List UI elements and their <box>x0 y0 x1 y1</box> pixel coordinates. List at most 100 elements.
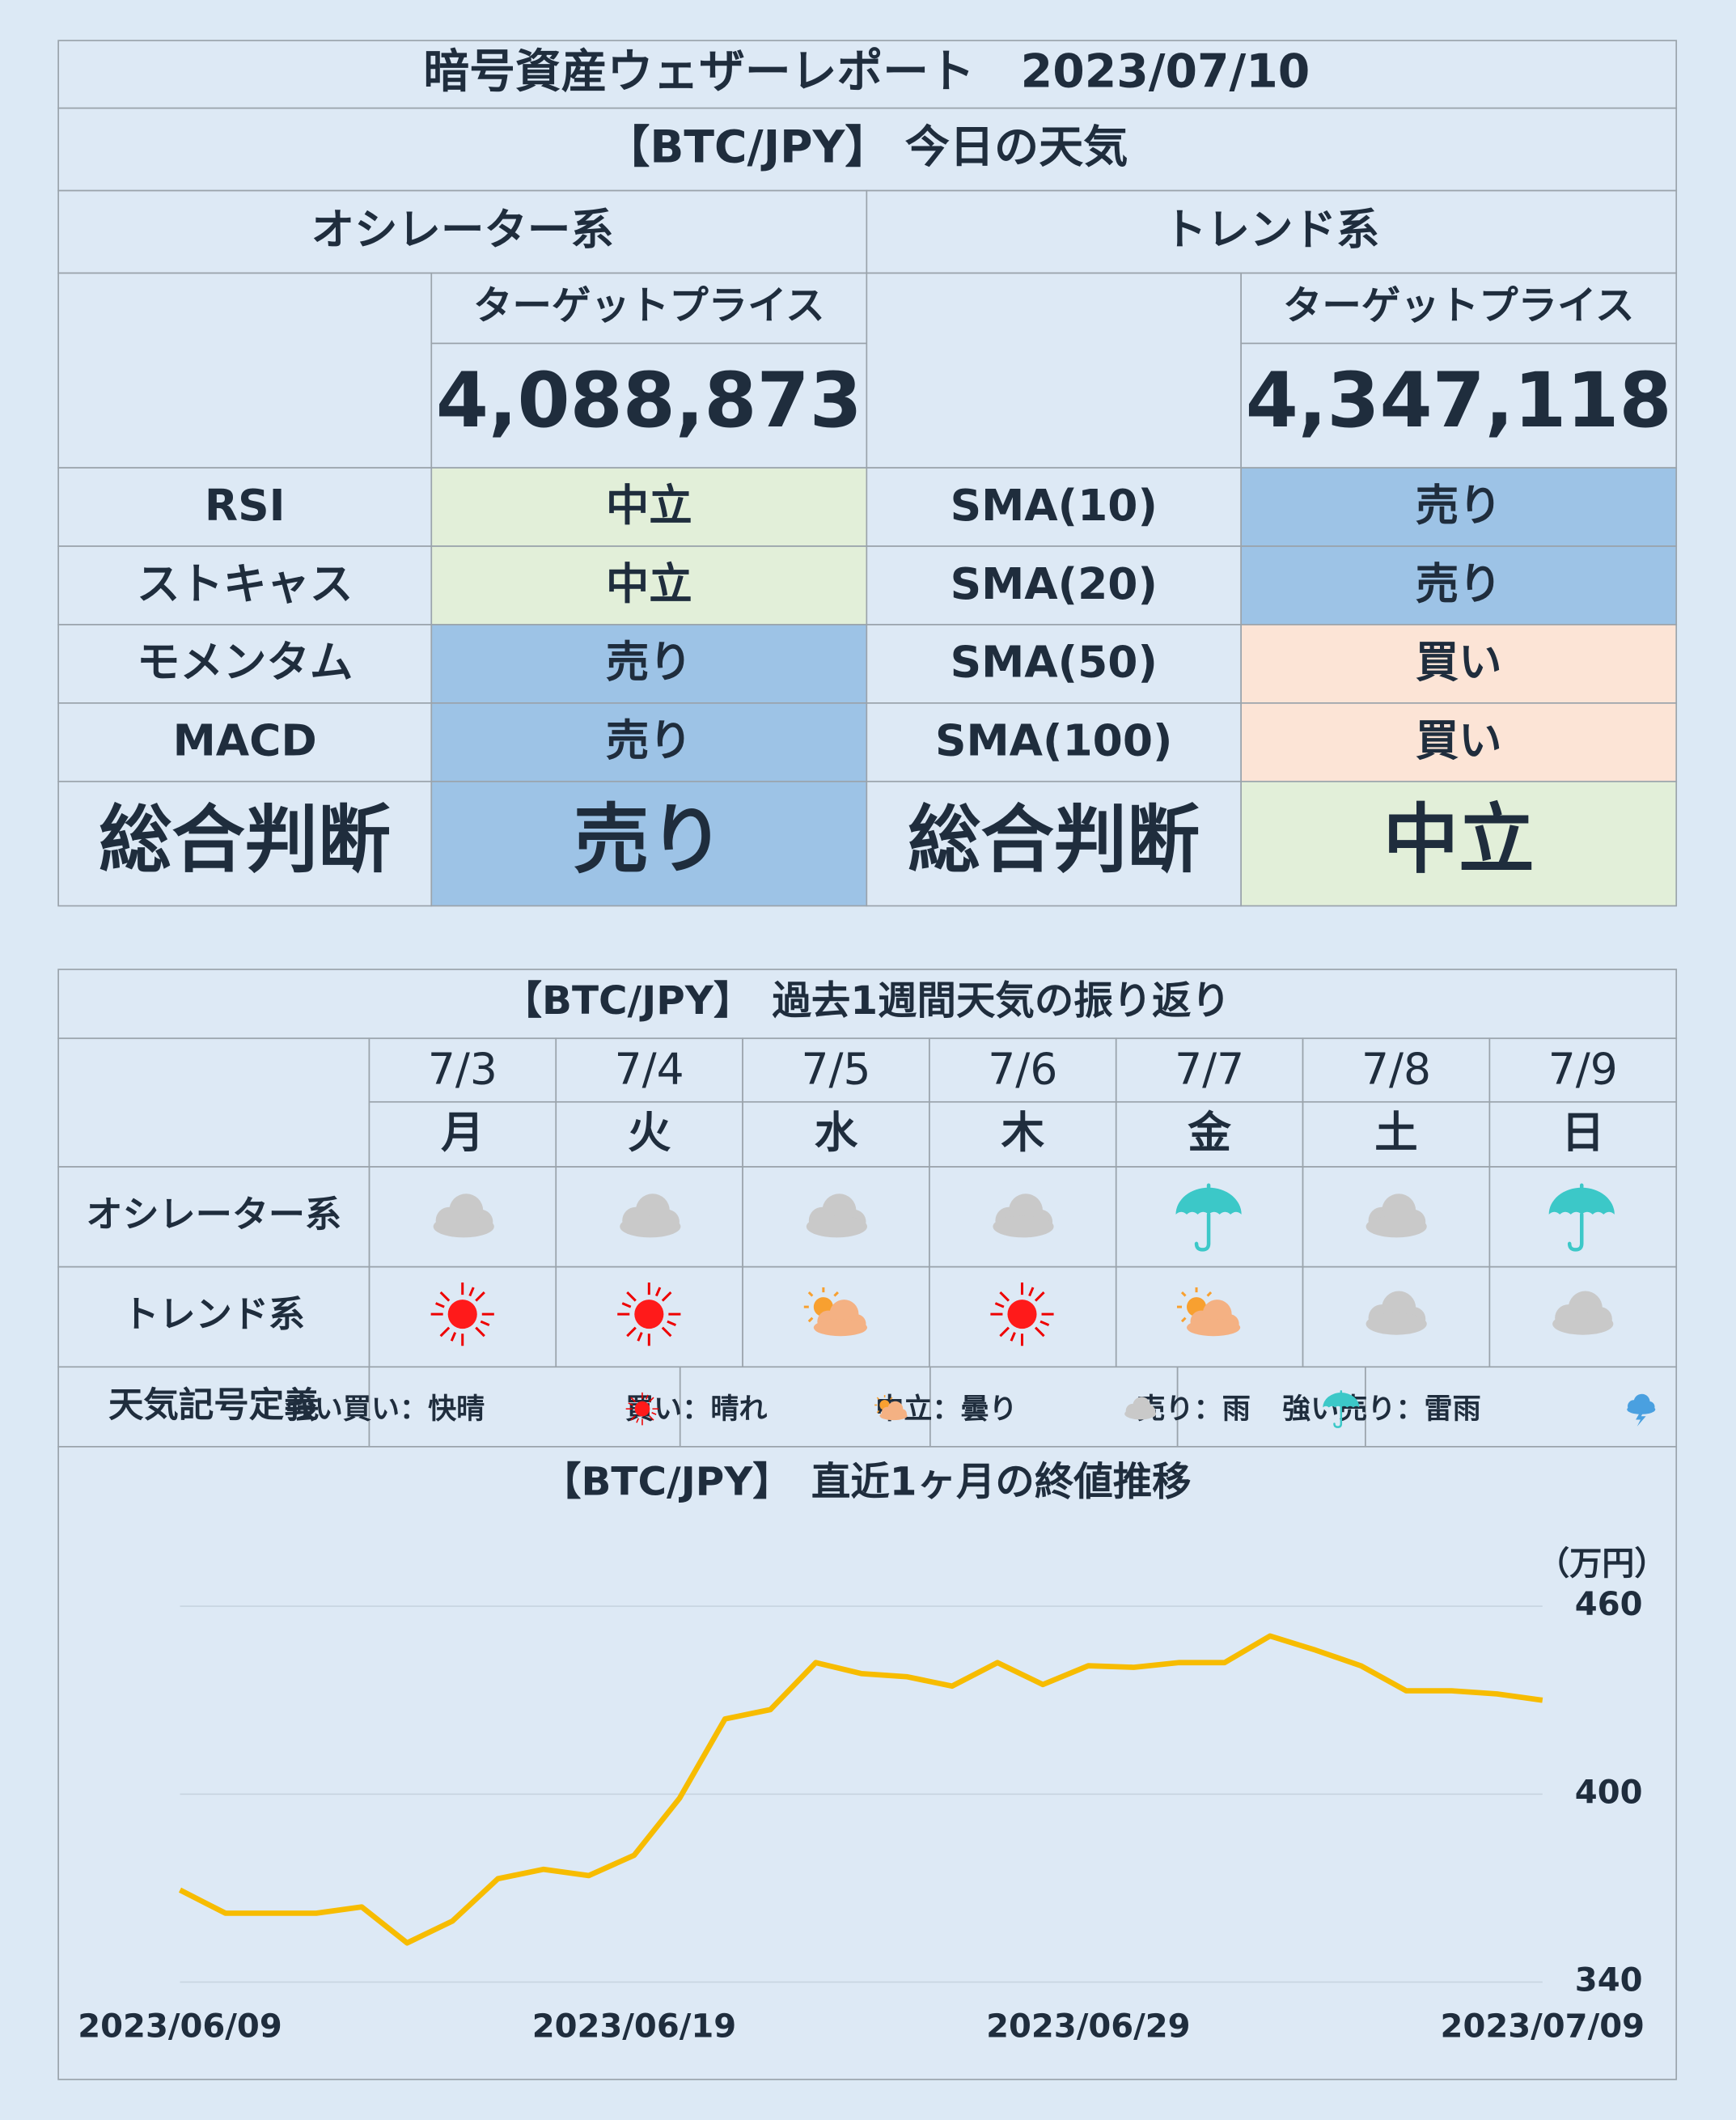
unit-label: （万円） <box>1537 1545 1666 1583</box>
cell <box>57 1037 370 1168</box>
cell <box>1365 1366 1678 1448</box>
cell <box>57 702 433 782</box>
indicator-signal: 売り <box>606 637 692 688</box>
legend-label: 天気記号定義 <box>108 1385 320 1426</box>
cell <box>57 1266 370 1368</box>
day-weekday: 日 <box>1561 1107 1604 1158</box>
week-title: 【BTC/JPY】 過去1週間天気の振り返り <box>503 978 1230 1024</box>
cell <box>57 189 868 274</box>
cell <box>57 272 433 469</box>
cell <box>1240 624 1678 704</box>
day-weekday: 水 <box>815 1107 858 1158</box>
overall-signal: 中立 <box>1383 796 1535 884</box>
cell <box>430 702 868 782</box>
indicator-name: モメンタム <box>137 637 353 688</box>
indicator-name: RSI <box>205 480 286 531</box>
indicator-signal: 売り <box>1416 558 1502 609</box>
day-date: 7/6 <box>988 1044 1057 1095</box>
y-tick-label: 340 <box>1575 1962 1643 1999</box>
day-date: 7/4 <box>615 1044 684 1095</box>
x-tick-label: 2023/06/19 <box>532 2008 736 2045</box>
indicator-signal: 買い <box>1416 715 1502 766</box>
cell <box>866 545 1243 625</box>
cell <box>1488 1037 1678 1103</box>
cell <box>430 780 868 907</box>
cell <box>57 1446 1678 2080</box>
day-date: 7/9 <box>1548 1044 1618 1095</box>
cell <box>929 1037 1117 1103</box>
day-date: 7/7 <box>1175 1044 1244 1095</box>
overall-signal: 売り <box>574 796 725 884</box>
price-line <box>178 1633 1543 1946</box>
cell <box>866 272 1243 469</box>
cell <box>430 545 868 625</box>
cell <box>1302 1100 1491 1168</box>
legend-item: 強い売り：雷雨 <box>1282 1393 1481 1426</box>
cell <box>1302 1037 1491 1103</box>
cell <box>1240 780 1678 907</box>
cell <box>866 189 1678 274</box>
cell <box>430 272 868 345</box>
cell <box>57 1166 370 1268</box>
cell <box>1488 1100 1678 1168</box>
cell <box>57 780 433 907</box>
target-price: 4,088,873 <box>436 357 862 445</box>
report-title: 暗号資産ウェザーレポート 2023/07/10 <box>423 45 1310 99</box>
chart-title: 【BTC/JPY】 直近1ヶ月の終値推移 <box>542 1460 1192 1505</box>
indicator-name: SMA(100) <box>935 715 1173 766</box>
cell <box>1176 1366 1366 1448</box>
day-weekday: 金 <box>1187 1107 1231 1158</box>
cell <box>368 1100 557 1168</box>
cell <box>57 624 433 704</box>
section-heading: オシレーター系 <box>311 204 614 255</box>
cell <box>57 107 1678 192</box>
cell <box>866 702 1243 782</box>
overall-label: 総合判断 <box>99 798 391 883</box>
cell <box>1115 1037 1304 1103</box>
cell <box>929 1100 1117 1168</box>
overall-label: 総合判断 <box>908 798 1200 883</box>
cell <box>368 1366 681 1448</box>
day-date: 7/8 <box>1361 1044 1431 1095</box>
subtitle: 【BTC/JPY】 今日の天気 <box>605 122 1128 174</box>
cell <box>57 40 1678 109</box>
indicator-name: SMA(50) <box>951 637 1158 688</box>
section-heading: トレンド系 <box>1163 204 1379 255</box>
cell <box>866 467 1243 547</box>
cell <box>866 624 1243 704</box>
cell <box>1240 467 1678 547</box>
x-tick-label: 2023/06/09 <box>78 2008 282 2045</box>
cell <box>1240 702 1678 782</box>
row-label: オシレーター系 <box>86 1193 341 1236</box>
cell <box>368 1037 557 1103</box>
indicator-signal: 売り <box>606 715 692 766</box>
legend-item: 売り：雨 <box>1137 1393 1251 1426</box>
day-weekday: 土 <box>1374 1107 1417 1158</box>
day-weekday: 月 <box>441 1107 484 1158</box>
cell <box>57 545 433 625</box>
target-label: ターゲットプライス <box>473 283 825 329</box>
x-tick-label: 2023/07/09 <box>1441 2008 1645 2045</box>
cell <box>1240 342 1678 469</box>
target-price: 4,347,118 <box>1246 357 1672 445</box>
target-label: ターゲットプライス <box>1283 283 1635 329</box>
y-tick-label: 400 <box>1575 1774 1643 1811</box>
cell <box>57 969 1678 1040</box>
cell <box>1240 272 1678 345</box>
cell <box>1115 1100 1304 1168</box>
cell <box>430 467 868 547</box>
legend-item: 強い買い：快晴 <box>286 1393 485 1426</box>
y-tick-label: 460 <box>1575 1586 1643 1623</box>
day-date: 7/5 <box>801 1044 870 1095</box>
indicator-signal: 中立 <box>606 480 692 531</box>
x-tick-label: 2023/06/29 <box>986 2008 1190 2045</box>
row-label: トレンド系 <box>123 1292 306 1335</box>
indicator-signal: 買い <box>1416 637 1502 688</box>
indicator-name: SMA(10) <box>951 480 1158 531</box>
day-weekday: 火 <box>628 1107 671 1158</box>
cell <box>555 1100 743 1168</box>
day-date: 7/3 <box>428 1044 498 1095</box>
indicator-signal: 売り <box>1416 480 1502 531</box>
indicator-name: SMA(20) <box>951 558 1158 609</box>
